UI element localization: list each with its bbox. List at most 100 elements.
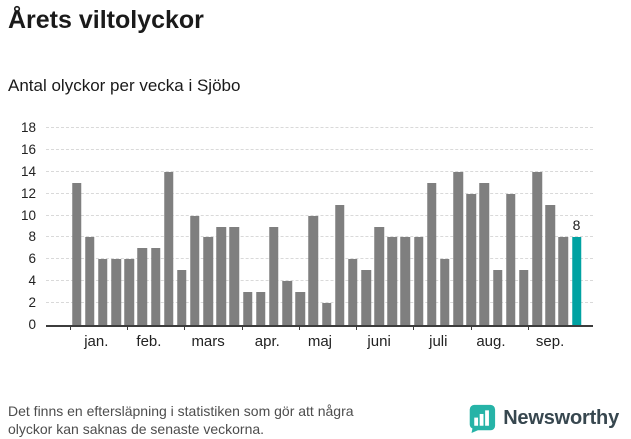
bar-slot: [465, 128, 478, 325]
footnote: Det finns en eftersläpning i statistiken…: [8, 402, 354, 438]
bar-slot: [557, 128, 570, 325]
bar: [308, 215, 319, 325]
x-axis-tick: [241, 325, 243, 330]
bar-slot: [412, 128, 425, 325]
bar: [519, 270, 529, 325]
y-axis-label: 18: [20, 120, 36, 135]
newsworthy-logo-text: Newsworthy: [503, 407, 619, 429]
x-axis-label: sep.: [535, 333, 565, 350]
bar: [361, 270, 371, 325]
bar-slot: [70, 128, 83, 325]
bar-slot: [438, 128, 451, 325]
bar-slot: [123, 128, 136, 325]
bar: [124, 259, 134, 325]
bar: [282, 281, 292, 325]
y-axis-label: 10: [20, 207, 36, 223]
x-axis-label: apr.: [254, 333, 280, 350]
bar-slot: [162, 128, 175, 325]
bar-slot: [254, 128, 267, 325]
bar-slot: [425, 128, 438, 325]
bar: [440, 259, 450, 325]
bar: [216, 226, 227, 325]
footnote-line-1: Det finns en eftersläpning i statistiken…: [8, 403, 354, 419]
plot-area: 8: [46, 127, 593, 330]
y-axis-label: 14: [20, 163, 36, 179]
bar-slot: [491, 128, 504, 325]
x-axis-tick: [356, 325, 358, 330]
y-axis-label: 6: [28, 251, 36, 267]
gridline: [46, 148, 593, 150]
x-axis-label: feb.: [136, 333, 162, 350]
x-axis-tick: [184, 325, 186, 330]
bar: [71, 182, 82, 325]
bar-slot: [188, 128, 201, 325]
bar-slot: 8: [570, 128, 583, 325]
x-axis-tick: [527, 325, 529, 330]
bar-slot: [149, 128, 162, 325]
bar: [387, 237, 398, 325]
bar-slot: [267, 128, 280, 325]
x-axis: jan. feb. mars apr. maj juni juli aug. sep.: [46, 333, 593, 353]
bar: [427, 182, 437, 325]
chart-subtitle: Antal olyckor per vecka i Sjöbo: [8, 76, 241, 95]
bar: [295, 292, 305, 325]
bar: [479, 182, 490, 325]
bar: [203, 237, 213, 325]
y-axis-label: 16: [20, 141, 36, 157]
bar-slot: [333, 128, 346, 325]
bar: [558, 237, 569, 325]
bar: [98, 259, 108, 325]
bar-slot: [320, 128, 333, 325]
y-axis-label: 12: [20, 185, 36, 201]
page-title: Årets viltolyckor: [8, 6, 204, 34]
bar-slot: [241, 128, 254, 325]
bar: [374, 226, 384, 325]
x-axis-tick: [413, 325, 415, 330]
bar-slot: [215, 128, 228, 325]
bar: [150, 248, 161, 325]
bar: [453, 171, 463, 325]
bar: [269, 226, 279, 325]
bar-slot: [294, 128, 307, 325]
bar-slot: [504, 128, 517, 325]
gridline: [46, 214, 593, 216]
highlighted-bar: [571, 237, 582, 325]
bar-slot: [228, 128, 241, 325]
gridline: [46, 192, 593, 194]
x-axis-tick: [127, 325, 129, 330]
bar: [190, 215, 200, 325]
bar-slot: [202, 128, 215, 325]
bar-slot: [346, 128, 359, 325]
bar-slot: [373, 128, 386, 325]
bar: [229, 226, 240, 325]
bar-slot: [96, 128, 109, 325]
bar: [400, 237, 411, 325]
x-axis-label: maj: [307, 333, 333, 350]
newsworthy-logo[interactable]: Newsworthy: [467, 404, 619, 433]
bar-slot: [109, 128, 122, 325]
y-axis-label: 0: [28, 317, 36, 332]
bar-slot: [452, 128, 465, 325]
bar: [321, 303, 332, 325]
bar-slot: [83, 128, 96, 325]
gridline: [46, 170, 593, 172]
bar-slot: [544, 128, 557, 325]
x-axis-tick: [70, 325, 71, 330]
gridline: [46, 258, 593, 260]
bar: [256, 292, 266, 325]
y-axis-label: 2: [28, 295, 36, 311]
bar: [137, 248, 148, 325]
bar-slot: [175, 128, 188, 325]
y-axis-label: 8: [28, 229, 36, 245]
bar: [505, 193, 516, 325]
x-axis-tick: [470, 325, 472, 330]
bar-slot: [281, 128, 294, 325]
bar-slot: [136, 128, 149, 325]
gridline: [46, 280, 593, 282]
bar-value-label: 8: [572, 217, 581, 234]
bar: [348, 259, 358, 325]
x-axis-label: juni: [367, 333, 391, 350]
x-axis-tick: [298, 325, 300, 330]
gridline: [46, 236, 593, 238]
